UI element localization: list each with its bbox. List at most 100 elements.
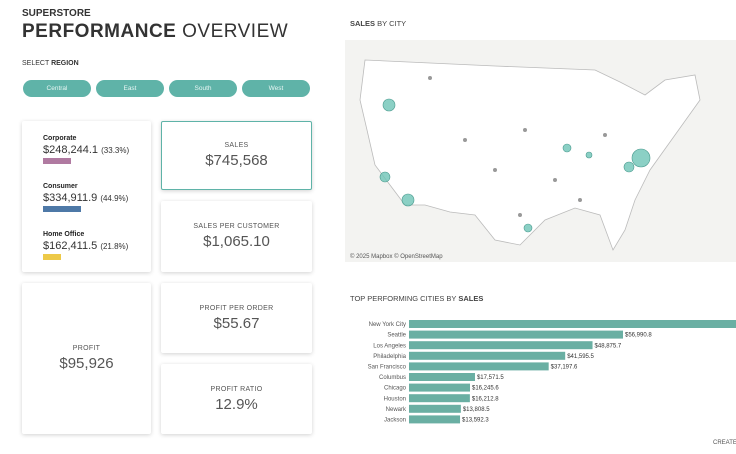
category-label: Jackson xyxy=(384,417,406,423)
profit-card: PROFIT $95,926 xyxy=(22,283,151,434)
kpi-label: SALES xyxy=(224,142,249,149)
map-title-rest: BY CITY xyxy=(377,19,407,28)
segment-name: Corporate xyxy=(43,135,77,142)
bar xyxy=(409,320,736,328)
footer-text: CREATE xyxy=(713,440,736,446)
segment-share: (44.9%) xyxy=(100,194,129,203)
bar xyxy=(409,330,624,339)
value-label: $16,212.8 xyxy=(472,396,499,402)
kpi-label: PROFIT RATIO xyxy=(210,385,263,393)
bar xyxy=(409,394,470,403)
segment-share: (21.8%) xyxy=(100,242,129,251)
value-label: $16,245.6 xyxy=(472,386,499,392)
us-outline xyxy=(359,59,701,251)
map-attribution: © 2025 Mapbox © OpenStreetMap xyxy=(350,253,443,260)
segment: Corporate $248,244.1 (33.3%) xyxy=(43,135,129,164)
category-label: Seattle xyxy=(387,333,406,339)
segment-bar xyxy=(43,254,62,260)
segment: Home Office $162,411.5 (21.8%) xyxy=(43,231,128,260)
category-label: Newark xyxy=(386,407,407,413)
value-label: $37,197.6 xyxy=(551,364,578,370)
kpi-value: $95,926 xyxy=(59,355,114,372)
bubble xyxy=(562,143,572,153)
city-bubbles xyxy=(379,98,651,233)
region-button[interactable]: South xyxy=(169,80,237,97)
value-label: $41,595.5 xyxy=(567,354,594,360)
kpi-value: $1,065.10 xyxy=(203,233,270,250)
bubble xyxy=(585,151,593,159)
dot xyxy=(578,198,582,202)
city-dots xyxy=(428,76,607,217)
category-label: Philadelphia xyxy=(373,354,406,360)
bar xyxy=(409,404,461,413)
city-bar-chart: New York City Seattle $56,990.8 Los Angeles… xyxy=(368,320,736,424)
category-label: Houston xyxy=(384,396,406,402)
bar xyxy=(409,415,461,424)
dot xyxy=(428,76,432,80)
kpi-label: PROFIT xyxy=(72,345,101,352)
value-label: $13,808.5 xyxy=(463,407,490,413)
segment-value-row: $334,911.9 (44.9%) xyxy=(43,192,128,204)
dot xyxy=(553,178,557,182)
bar-title: TOP PERFORMING CITIES BY SALES xyxy=(350,294,483,303)
page-title: PERFORMANCE OVERVIEW xyxy=(22,21,288,43)
dot xyxy=(518,213,522,217)
ratio-card: PROFIT RATIO 12.9% xyxy=(161,364,312,434)
bar xyxy=(409,362,549,371)
dot xyxy=(603,133,607,137)
bubble xyxy=(401,193,415,207)
value-label: $48,875.7 xyxy=(595,343,622,349)
filter-label: SELECT REGION xyxy=(22,60,79,67)
title-bold: PERFORMANCE xyxy=(22,21,177,42)
category-label: Los Angeles xyxy=(373,343,406,349)
kpi-label: PROFIT PER ORDER xyxy=(199,304,274,312)
segment: Consumer $334,911.9 (44.9%) xyxy=(43,183,128,212)
bubble xyxy=(379,171,391,183)
filter-prefix: SELECT xyxy=(22,60,50,67)
dot xyxy=(523,128,527,132)
region-button[interactable]: East xyxy=(96,80,164,97)
map-title-bold: SALES xyxy=(350,19,376,28)
bar xyxy=(409,341,593,350)
segment-name: Home Office xyxy=(43,231,85,238)
kpi-value: $745,568 xyxy=(205,152,268,169)
map[interactable]: © 2025 Mapbox © OpenStreetMap xyxy=(345,40,736,262)
dot xyxy=(493,168,497,172)
bar xyxy=(409,351,566,360)
kpi-label: SALES PER CUSTOMER xyxy=(193,223,280,230)
filter-bold: REGION xyxy=(51,60,79,67)
segment-value-row: $248,244.1 (33.3%) xyxy=(43,144,129,156)
segment-share: (33.3%) xyxy=(101,146,130,155)
value-label: $17,571.5 xyxy=(477,375,504,381)
title-rest: OVERVIEW xyxy=(182,21,289,42)
bubble xyxy=(523,223,533,233)
ppo-card: PROFIT PER ORDER $55.67 xyxy=(161,283,312,353)
sales-card: SALES $745,568 xyxy=(161,121,312,190)
bar xyxy=(409,383,471,392)
value-label: $13,592.3 xyxy=(462,417,489,423)
dot xyxy=(463,138,467,142)
segment-value: $248,244.1 xyxy=(43,144,99,156)
category-label: Chicago xyxy=(384,386,407,392)
bar-title-rest: TOP PERFORMING CITIES BY xyxy=(350,294,457,303)
category-label: Columbus xyxy=(379,375,406,381)
segment-bar xyxy=(43,206,81,212)
segment-card: Corporate $248,244.1 (33.3%) Consumer $334,… xyxy=(22,121,151,272)
category-label: New York City xyxy=(369,322,406,328)
value-label: $56,990.8 xyxy=(625,333,652,339)
segment-bar xyxy=(43,158,72,164)
segment-value-row: $162,411.5 (21.8%) xyxy=(43,240,128,252)
kpi-value: 12.9% xyxy=(215,395,258,413)
region-button[interactable]: West xyxy=(242,80,310,97)
category-label: San Francisco xyxy=(368,364,407,370)
segment-name: Consumer xyxy=(43,183,78,190)
region-button[interactable]: Central xyxy=(23,80,91,97)
kpi-value: $55.67 xyxy=(213,314,260,332)
segment-value: $334,911.9 xyxy=(43,192,98,204)
brand: SUPERSTORE xyxy=(22,8,91,19)
bubble xyxy=(382,98,396,112)
segment-value: $162,411.5 xyxy=(43,240,98,252)
bubble xyxy=(623,161,635,173)
map-title: SALES BY CITY xyxy=(350,19,406,28)
